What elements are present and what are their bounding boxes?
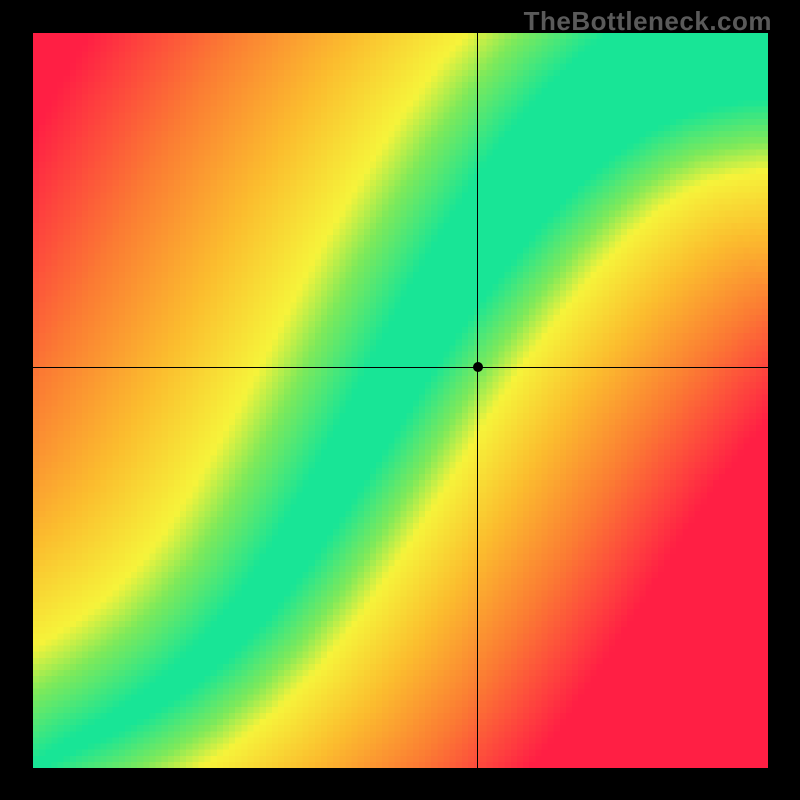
bottleneck-heatmap [33,33,768,768]
chart-container: TheBottleneck.com [0,0,800,800]
watermark-text: TheBottleneck.com [524,6,772,37]
